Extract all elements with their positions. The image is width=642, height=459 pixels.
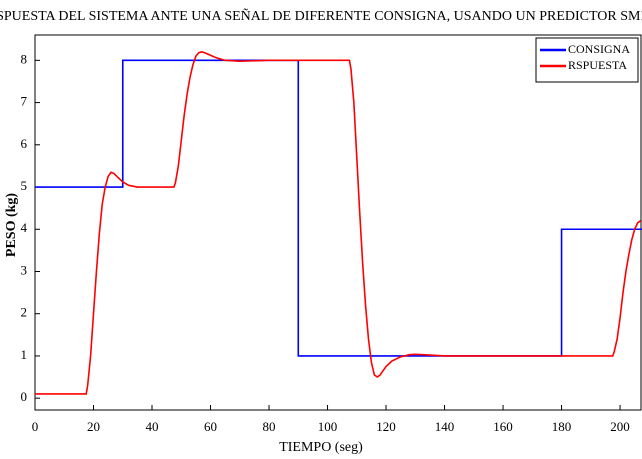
y-tick-label: 1	[21, 347, 28, 362]
y-tick-label: 3	[21, 262, 28, 277]
plot-lines	[35, 51, 642, 395]
data-line	[35, 59, 642, 357]
y-tick-label: 0	[21, 389, 28, 404]
legend-label: CONSIGNA	[568, 42, 630, 56]
x-tick-label: 40	[146, 419, 159, 434]
data-line	[35, 51, 642, 395]
x-tick-label: 160	[493, 419, 513, 434]
y-tick-label: 4	[21, 220, 28, 235]
legend-label: RSPUESTA	[568, 58, 627, 72]
y-tick-label: 2	[21, 305, 28, 320]
legend-box	[535, 37, 639, 83]
x-tick-label: 0	[32, 419, 39, 434]
y-tick-label: 7	[21, 94, 28, 109]
x-tick-label: 180	[552, 419, 572, 434]
x-tick-label: 20	[87, 419, 100, 434]
x-axis-label: TIEMPO (seg)	[279, 440, 363, 455]
chart-title: RESPUESTA DEL SISTEMA ANTE UNA SEÑAL DE …	[0, 8, 642, 24]
plot-frame	[34, 34, 642, 411]
y-tick-label: 5	[21, 178, 28, 193]
x-tick-label: 60	[204, 419, 217, 434]
x-tick-label: 100	[318, 419, 338, 434]
x-tick-label: 80	[263, 419, 276, 434]
x-tick-label: 140	[435, 419, 455, 434]
y-tick-label: 6	[21, 136, 28, 151]
y-tick-label: 8	[21, 51, 28, 66]
x-tick-label: 120	[376, 419, 396, 434]
x-tick-label: 200	[610, 419, 630, 434]
y-axis-label: PESO (kg)	[4, 193, 19, 258]
